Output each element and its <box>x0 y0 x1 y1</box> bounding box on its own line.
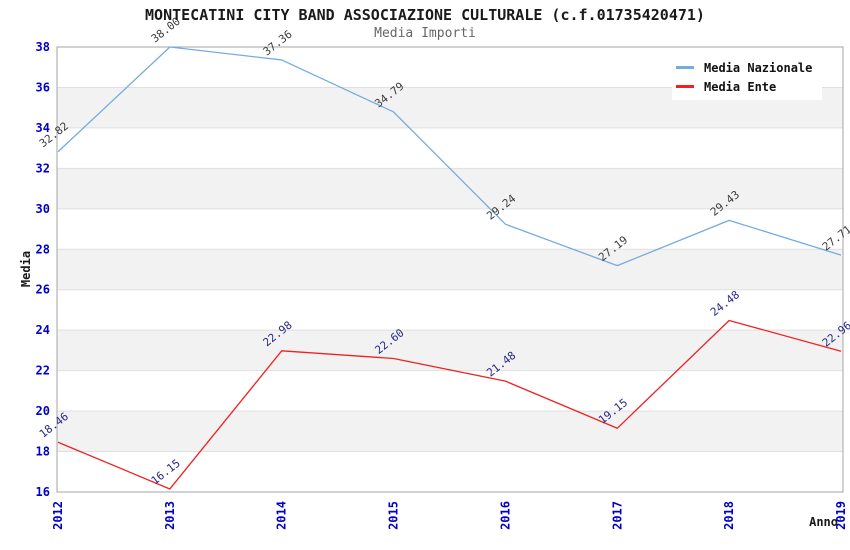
y-tick-label: 28 <box>36 242 50 256</box>
y-tick-label: 20 <box>36 404 50 418</box>
data-label: 16.15 <box>149 457 183 488</box>
x-tick-label: 2017 <box>610 501 624 530</box>
y-tick-label: 24 <box>36 323 50 337</box>
series-line-media-ente <box>57 319 842 490</box>
x-tick-label: 2014 <box>275 501 289 530</box>
grid-band <box>57 411 843 452</box>
y-tick-label: 38 <box>36 40 50 54</box>
x-axis-title: Anno <box>809 515 838 529</box>
legend-label-nazionale: Media Nazionale <box>704 60 813 75</box>
chart-subtitle: Media Importi <box>374 26 476 41</box>
y-tick-label: 22 <box>36 364 50 378</box>
legend-item-ente: Media Ente <box>676 77 822 96</box>
x-tick-label: 2012 <box>51 501 65 530</box>
plot-border <box>56 46 844 493</box>
x-tick-label: 2015 <box>387 501 401 530</box>
grid-band <box>57 168 843 209</box>
grid-band <box>57 330 843 371</box>
x-tick-label: 2018 <box>722 501 736 530</box>
grid-band <box>57 249 843 290</box>
x-tick-label: 2016 <box>498 501 512 530</box>
y-tick-label: 30 <box>36 202 50 216</box>
legend-item-nazionale: Media Nazionale <box>676 58 822 77</box>
data-label: 24.48 <box>708 288 742 319</box>
y-axis-title: Media <box>19 250 33 288</box>
legend-swatch-nazionale-icon <box>676 66 694 69</box>
y-tick-label: 36 <box>36 80 50 94</box>
y-tick-label: 16 <box>36 485 50 499</box>
y-tick-label: 32 <box>36 161 50 175</box>
y-tick-label: 18 <box>36 445 50 459</box>
series-line-media-nazionale <box>57 46 842 267</box>
x-tick-label: 2013 <box>163 501 177 530</box>
y-tick-label: 26 <box>36 283 50 297</box>
chart-title: MONTECATINI CITY BAND ASSOCIAZIONE CULTU… <box>145 6 705 24</box>
legend-label-ente: Media Ente <box>704 79 777 94</box>
legend: Media Nazionale Media Ente <box>672 54 822 100</box>
x-tick-label: 2019 <box>834 501 848 530</box>
legend-swatch-ente-icon <box>676 85 694 88</box>
y-tick-label: 34 <box>36 121 50 135</box>
